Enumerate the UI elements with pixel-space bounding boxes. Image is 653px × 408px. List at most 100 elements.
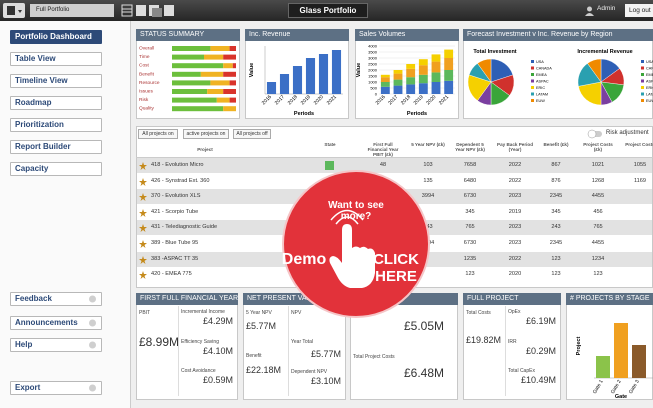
star [139,224,147,233]
bar-segment [444,70,454,81]
bar-segment [406,64,416,69]
table-cell: 7658 [463,162,477,168]
portfolio-select[interactable]: Full Portfolio [30,4,114,17]
kpi-value: £19.82M [466,335,502,345]
star-icon [139,162,147,170]
table-row[interactable] [137,158,652,173]
y-tick-label: 2500 [368,62,378,67]
risk-toggle-label[interactable]: Risk adjustment [606,130,649,136]
filter-button[interactable]: All projects on [138,129,178,139]
nav-button[interactable]: Timeline View [10,74,102,88]
project-name: 418 - Evolution Micro [151,162,204,168]
status-label: Benefit [139,71,155,77]
legend-swatch [641,73,644,76]
star-icon [139,177,147,186]
table-cell: 1021 [591,162,605,168]
kpi-value: £0.59M [202,375,233,385]
nav-button[interactable]: Roadmap [10,96,102,110]
footer-icon [89,295,96,303]
nav-button[interactable]: Capacity [10,162,102,176]
table-cell: 2022 [508,162,522,168]
kpi-label: IRR [508,339,517,345]
forecast-chart: Total Investment USA CANADA EMEA ASPAC ERIC LA… [467,49,653,106]
table-cell: 2020 [508,271,522,278]
kpi-widget-header: FIRST FULL FINANCIAL YEAR [136,293,238,305]
status-label: Issues [139,89,153,95]
status-bar [172,89,208,94]
footer-icon [89,384,96,392]
table-cell: 345 [551,208,561,215]
x-tick-label: 2016 [261,94,273,106]
bar-segment [393,70,403,74]
legend-swatch [641,86,644,89]
y-tick-label: 3500 [368,50,378,55]
table-cell: 1235 [463,255,477,262]
table-cell: 123 [465,271,475,278]
y-axis-label: Project [576,337,582,356]
pie-title: Incremental Revenue [577,49,632,55]
star-icon [139,224,147,233]
nav-button[interactable]: Report Builder [10,140,102,154]
table-cell: 2345 [549,193,563,200]
bar-segment [431,82,441,94]
filter-button[interactable]: All projects off [233,129,271,139]
admin-icon [585,6,594,16]
app-menu[interactable] [3,3,25,18]
icon-shape [89,384,96,392]
y-tick-label: 500 [370,86,377,91]
project-name: 421 - Scorpio Tube [151,208,199,215]
bar [305,58,316,94]
status-bar [172,46,211,51]
y-axis-label: Value [356,63,362,77]
column-header: 5 Year NPV (£k) [411,142,445,147]
bar [632,345,646,378]
legend-swatch [531,79,534,83]
bar-segment [418,59,428,66]
footer-icon [89,319,96,327]
nav-button[interactable]: Portfolio Dashboard [10,30,102,44]
project-name: 370 - Evolution XLS [151,193,201,200]
menu-icon [7,6,22,15]
footer-button[interactable]: Feedback [10,292,102,306]
footer-button[interactable]: Export [10,381,102,395]
kpi-label: Dependent NPV [291,369,328,375]
divider [505,306,506,396]
status-bar [207,89,224,94]
bar-segment [444,58,454,70]
admin-link[interactable]: Admin [597,5,616,12]
legend-swatch [531,66,534,70]
icon-shape [89,319,96,327]
column-header: Dependent 5 Year NPV (£k) [455,142,485,152]
star [139,162,147,170]
divider [178,306,179,396]
x-tick-label: 2019 [413,94,425,106]
bar-segment [406,77,416,85]
nav-button[interactable]: Prioritization [10,118,102,132]
header-rule [136,157,653,158]
filter-button[interactable]: active projects on [183,129,229,139]
table-cell: 6730 [463,193,477,200]
y-tick-label: 2000 [368,68,378,73]
footer-button[interactable]: Help [10,338,102,352]
table-cell: 2023 [508,224,522,231]
table-cell: 2023 [508,240,522,246]
table-cell: 1268 [591,177,605,184]
x-tick-label: 2017 [274,94,286,106]
logout-button[interactable]: Log out [625,4,653,17]
hand-icon [329,224,375,288]
column-header: Project Costs (£k) [583,142,613,152]
table-cell: 103 [423,162,433,168]
footer-button[interactable]: Announcements [10,316,102,330]
footer-icon [89,341,96,349]
nav-button[interactable]: Table View [10,52,102,66]
bar [596,356,610,378]
bar [331,50,342,94]
y-tick-label: 3000 [368,56,378,61]
star [139,208,147,217]
bar-segment [431,61,441,73]
star-icon [139,271,147,280]
project-name: 389 - Blue Tube 95 [151,240,199,246]
column-header: Project Costs [625,142,653,147]
